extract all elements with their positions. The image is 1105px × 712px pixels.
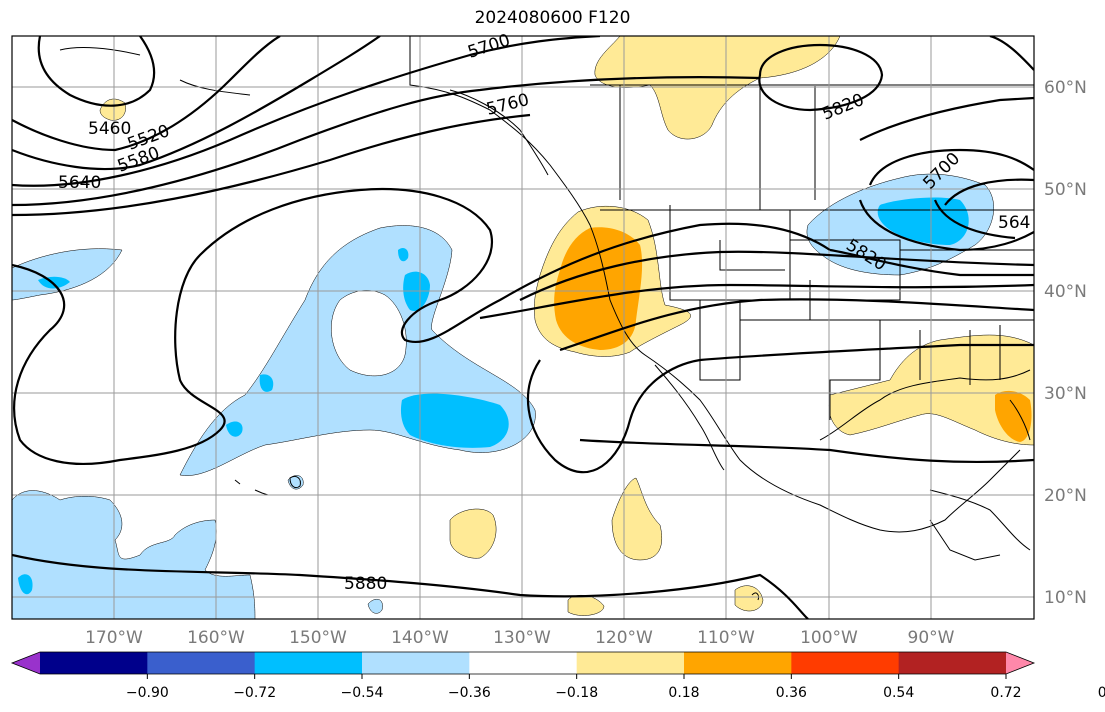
lat-label: 10°N xyxy=(1044,588,1087,608)
colorbar-extend-max xyxy=(1006,652,1034,674)
lon-label: 90°W xyxy=(908,628,955,648)
lat-label: 30°N xyxy=(1044,384,1087,404)
lat-label: 40°N xyxy=(1044,282,1087,302)
colorbar-ticks: −0.90 −0.72 −0.54 −0.36 −0.18 0.18 0.36 0.54 0.7… xyxy=(126,674,1105,701)
colorbar-tick-label: −0.54 xyxy=(341,685,384,701)
lat-label: 50°N xyxy=(1044,180,1087,200)
colorbar-swatch xyxy=(898,652,1007,674)
map-background xyxy=(12,36,1034,619)
lon-label: 130°W xyxy=(493,628,551,648)
colorbar-swatch xyxy=(469,652,578,674)
colorbar-tick-label: 0.54 xyxy=(883,685,914,701)
colorbar-swatch xyxy=(254,652,363,674)
contour-label: 5640 xyxy=(58,173,101,193)
contour-label: 5880 xyxy=(344,574,387,594)
lon-label: 150°W xyxy=(289,628,347,648)
colorbar: −0.90 −0.72 −0.54 −0.36 −0.18 0.18 0.36 0.54 0.7… xyxy=(10,651,1105,701)
islands xyxy=(234,475,759,601)
colorbar-swatch xyxy=(684,652,792,674)
map-frame xyxy=(11,35,1035,620)
colorbar-tick-label: −0.36 xyxy=(448,685,491,701)
colorbar-tick-label: −0.72 xyxy=(233,685,276,701)
lon-label: 170°W xyxy=(85,628,143,648)
colorbar-tick-label: −0.90 xyxy=(126,685,169,701)
colorbar-tick-label: 0.18 xyxy=(668,685,699,701)
colorbar-swatch xyxy=(791,652,900,674)
contour-label: 564 xyxy=(998,213,1030,233)
colorbar-tick-label: 0.90 xyxy=(1098,685,1105,701)
lon-label: 120°W xyxy=(595,628,653,648)
colorbar-swatch xyxy=(147,652,256,674)
colorbar-swatch xyxy=(40,652,148,674)
positive-anomaly-orange xyxy=(554,227,1032,442)
coastlines xyxy=(59,36,1034,561)
colorbar-swatches xyxy=(12,652,1034,674)
lon-label: 160°W xyxy=(187,628,245,648)
colorbar-tick-label: 0.36 xyxy=(776,685,807,701)
colorbar-swatch xyxy=(576,652,685,674)
colorbar-extend-min xyxy=(12,652,40,674)
height-contours xyxy=(12,36,1034,619)
map-title: 2024080600 F120 xyxy=(474,8,631,28)
contour-label: 5460 xyxy=(88,119,131,139)
colorbar-outline xyxy=(10,651,1036,675)
lat-label: 60°N xyxy=(1044,78,1087,98)
colorbar-tick-label: −0.18 xyxy=(555,685,598,701)
map-layer xyxy=(12,36,1034,619)
longitude-labels: 170°W 160°W 150°W 140°W 130°W 120°W 110°… xyxy=(85,628,955,648)
lon-label: 140°W xyxy=(391,628,449,648)
colorbar-swatch xyxy=(362,652,470,674)
lon-label: 110°W xyxy=(697,628,755,648)
negative-anomaly-deep xyxy=(18,197,969,595)
latitude-labels: 60°N 50°N 40°N 30°N 20°N 10°N xyxy=(1044,78,1087,608)
lon-label: 100°W xyxy=(800,628,858,648)
lat-label: 20°N xyxy=(1044,486,1087,506)
colorbar-tick-label: 0.72 xyxy=(990,685,1021,701)
